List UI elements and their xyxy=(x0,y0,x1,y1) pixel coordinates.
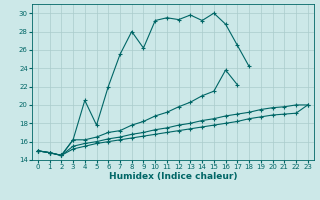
X-axis label: Humidex (Indice chaleur): Humidex (Indice chaleur) xyxy=(108,172,237,181)
